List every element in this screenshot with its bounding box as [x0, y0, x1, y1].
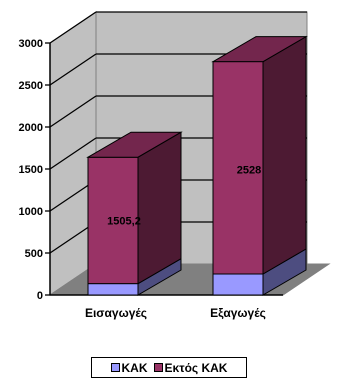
- x-category-label-0: Εισαγωγές: [85, 306, 147, 320]
- y-tick-label-2000: 2000: [19, 122, 43, 134]
- y-tick-label-2500: 2500: [19, 80, 43, 92]
- chart-labels: 1505,2 Εισαγωγές 2528 Εξαγωγές: [85, 165, 266, 320]
- y-tick-label-0: 0: [37, 290, 43, 302]
- bar-1-0-front: [212, 273, 264, 296]
- gridline-side-1500: [49, 137, 97, 170]
- y-tick-label-500: 500: [25, 248, 43, 260]
- gridline-side-3000: [49, 11, 97, 44]
- bar-1-1-side: [262, 35, 307, 275]
- legend-label-kak: ΚΑΚ: [121, 360, 148, 375]
- gridline-side-2000: [49, 95, 97, 128]
- bar-0-1-side: [137, 131, 182, 285]
- legend-item-kak: ΚΑΚ: [110, 360, 148, 375]
- data-label-0: 1505,2: [107, 215, 141, 227]
- y-tick-label-1000: 1000: [19, 206, 43, 218]
- y-tick-label-1500: 1500: [19, 164, 43, 176]
- data-label-1: 2528: [237, 165, 261, 177]
- y-tick-label-3000: 3000: [19, 38, 43, 50]
- legend-swatch-kak: [110, 363, 120, 372]
- x-category-label-1: Εξαγωγές: [210, 306, 266, 320]
- bar-0-top: [86, 131, 183, 158]
- bar-1-top: [211, 36, 308, 63]
- gridline-side-2500: [49, 53, 97, 86]
- legend-swatch-ektos-kak: [153, 363, 163, 372]
- chart-legend: ΚΑΚ Εκτός ΚΑΚ: [91, 357, 247, 378]
- chart-bars: [86, 35, 308, 296]
- bar-0-0-front: [87, 283, 139, 296]
- legend-item-ektos-kak: Εκτός ΚΑΚ: [153, 360, 228, 375]
- legend-label-ektos-kak: Εκτός ΚΑΚ: [164, 360, 228, 375]
